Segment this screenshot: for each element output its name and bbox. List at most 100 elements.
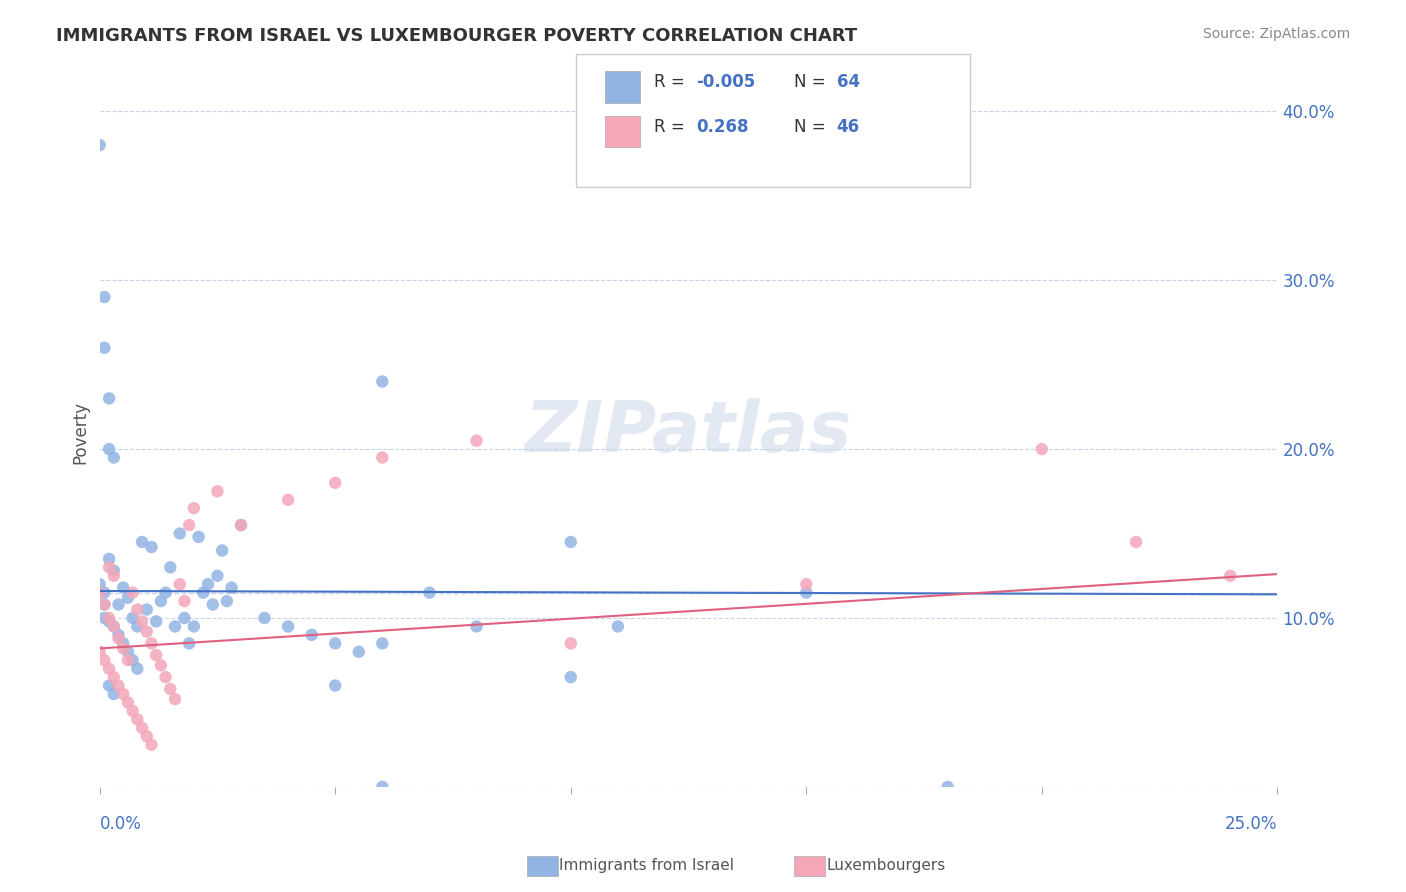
Point xyxy=(117,696,139,710)
Text: Luxembourgers: Luxembourgers xyxy=(827,858,945,872)
Point xyxy=(936,780,959,794)
Point xyxy=(141,636,163,650)
Point xyxy=(141,738,163,752)
Point xyxy=(149,594,172,608)
Text: 64: 64 xyxy=(837,73,859,91)
Point xyxy=(183,619,205,633)
Point xyxy=(112,581,135,595)
Point xyxy=(127,662,149,676)
Point xyxy=(1031,442,1053,456)
Text: 0.268: 0.268 xyxy=(696,118,748,136)
Point xyxy=(98,662,121,676)
Text: 46: 46 xyxy=(837,118,859,136)
Point xyxy=(163,619,186,633)
Point xyxy=(211,543,233,558)
Point xyxy=(149,658,172,673)
Point xyxy=(107,679,129,693)
Point xyxy=(135,624,157,639)
Text: R =: R = xyxy=(654,73,690,91)
Point xyxy=(155,670,177,684)
Point xyxy=(103,619,125,633)
Point xyxy=(371,450,394,465)
Point xyxy=(127,602,149,616)
Point xyxy=(127,712,149,726)
Point xyxy=(93,598,115,612)
Point xyxy=(135,602,157,616)
Point xyxy=(277,619,299,633)
Point xyxy=(145,648,167,662)
Point xyxy=(93,585,115,599)
Point xyxy=(465,434,488,448)
Point xyxy=(103,687,125,701)
Point xyxy=(98,560,121,574)
Point xyxy=(323,679,346,693)
Point xyxy=(93,598,115,612)
Point xyxy=(169,577,191,591)
Point xyxy=(197,577,219,591)
Point xyxy=(89,577,111,591)
Point xyxy=(187,530,209,544)
Point xyxy=(323,475,346,490)
Point xyxy=(173,611,195,625)
Point xyxy=(135,729,157,743)
Point xyxy=(89,138,111,153)
Point xyxy=(169,526,191,541)
Point xyxy=(103,450,125,465)
Point xyxy=(207,568,229,582)
Point xyxy=(112,636,135,650)
Point xyxy=(163,692,186,706)
Text: IMMIGRANTS FROM ISRAEL VS LUXEMBOURGER POVERTY CORRELATION CHART: IMMIGRANTS FROM ISRAEL VS LUXEMBOURGER P… xyxy=(56,27,858,45)
Text: N =: N = xyxy=(794,118,831,136)
Point xyxy=(107,598,129,612)
Point xyxy=(201,598,224,612)
Point xyxy=(794,577,817,591)
Point xyxy=(131,721,153,735)
Text: Immigrants from Israel: Immigrants from Israel xyxy=(560,858,734,872)
Point xyxy=(606,619,628,633)
Point xyxy=(98,442,121,456)
Text: 25.0%: 25.0% xyxy=(1225,815,1278,833)
Point xyxy=(173,594,195,608)
Point xyxy=(93,611,115,625)
Point xyxy=(93,341,115,355)
Y-axis label: Poverty: Poverty xyxy=(72,401,89,464)
Point xyxy=(103,670,125,684)
Point xyxy=(117,653,139,667)
Point xyxy=(155,585,177,599)
Point xyxy=(794,585,817,599)
Point xyxy=(159,560,181,574)
Point xyxy=(141,540,163,554)
Text: -0.005: -0.005 xyxy=(696,73,755,91)
Point xyxy=(229,518,252,533)
Point xyxy=(107,628,129,642)
Point xyxy=(98,552,121,566)
Point xyxy=(112,641,135,656)
Point xyxy=(560,636,582,650)
Text: ZIPatlas: ZIPatlas xyxy=(524,398,852,467)
Point xyxy=(371,375,394,389)
Point xyxy=(159,681,181,696)
Point xyxy=(98,392,121,406)
Point xyxy=(371,636,394,650)
Point xyxy=(253,611,276,625)
Point xyxy=(103,568,125,582)
Point xyxy=(560,670,582,684)
Text: N =: N = xyxy=(794,73,831,91)
Point xyxy=(371,780,394,794)
Point xyxy=(131,615,153,629)
Point xyxy=(127,619,149,633)
Point xyxy=(347,645,370,659)
Point xyxy=(207,484,229,499)
Point xyxy=(98,611,121,625)
Point xyxy=(193,585,215,599)
Point xyxy=(179,518,201,533)
Point xyxy=(112,687,135,701)
Point xyxy=(1125,535,1147,549)
Point xyxy=(131,535,153,549)
Point xyxy=(277,492,299,507)
Point xyxy=(1219,568,1241,582)
Point xyxy=(98,615,121,629)
Point xyxy=(215,594,238,608)
Text: 0.0%: 0.0% xyxy=(100,815,142,833)
Point xyxy=(323,636,346,650)
